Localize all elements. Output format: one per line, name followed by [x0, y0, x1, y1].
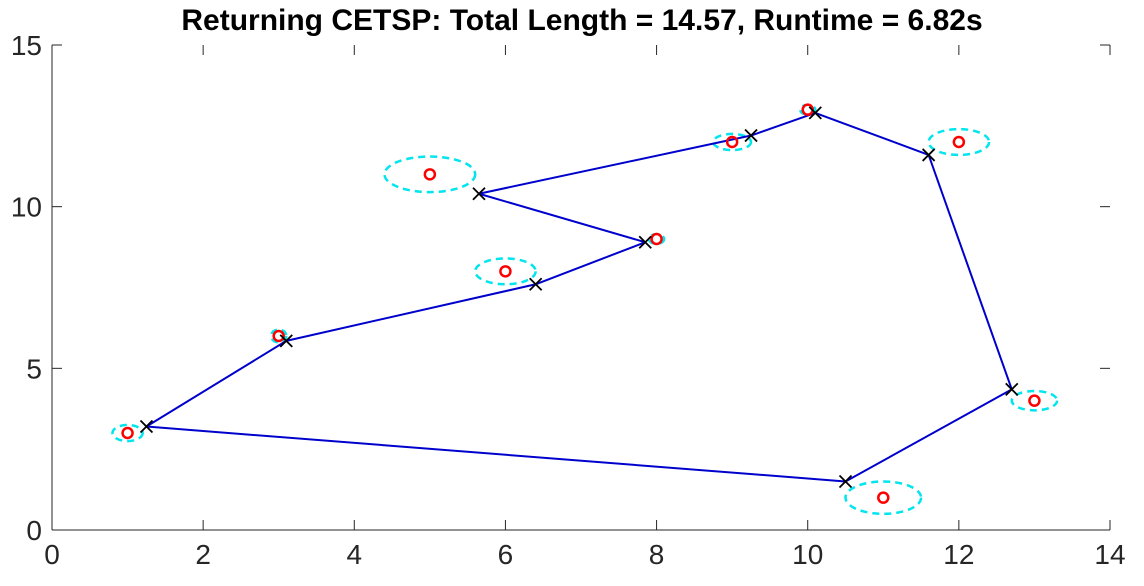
waypoint-marker [744, 128, 758, 143]
target-regions [111, 103, 1059, 516]
tour-segment [145, 339, 287, 428]
waypoint-stroke [279, 334, 293, 348]
waypoint-marker [638, 235, 652, 249]
target-region-ellipse [927, 127, 991, 157]
chart-title: Returning CETSP: Total Length = 14.57, R… [181, 4, 982, 37]
x-tick-label: 10 [792, 539, 823, 570]
tour-segment [927, 154, 1013, 390]
target-region-ellipse [844, 480, 923, 516]
tour-segment [146, 425, 846, 483]
waypoint-marker [1005, 382, 1019, 396]
target-point [952, 135, 966, 149]
target-point [272, 329, 285, 343]
axes: 0 2 4 6 8 10 12 14 0 5 10 15 [11, 30, 1126, 570]
tour-segment [478, 134, 752, 195]
x-tick-label: 4 [346, 539, 362, 570]
target-region-ellipse [111, 423, 144, 443]
target-region-ellipse [1010, 389, 1059, 412]
y-tick-label: 0 [26, 515, 42, 546]
waypoint-marker [921, 148, 936, 162]
waypoint-stroke [529, 277, 543, 291]
waypoint-marker [279, 334, 293, 348]
waypoint-stroke [472, 187, 486, 201]
target-points [121, 103, 1041, 504]
waypoint-stroke [921, 148, 936, 162]
waypoint-stroke [744, 128, 758, 143]
waypoint-stroke [808, 106, 822, 120]
target-point [877, 491, 890, 504]
target-region-ellipse [712, 132, 753, 152]
waypoint-marker [139, 419, 154, 434]
y-tick-label: 10 [11, 192, 42, 223]
tour-segment [535, 241, 646, 286]
x-tick-label: 2 [195, 539, 211, 570]
target-point [1028, 394, 1041, 407]
target-point [121, 426, 134, 440]
x-tick-label: 14 [1094, 539, 1125, 570]
waypoint-stroke [838, 474, 853, 489]
target-region-ellipse [269, 328, 288, 344]
waypoint-marker [838, 474, 853, 489]
x-tick-label: 6 [498, 539, 514, 570]
y-tick-label: 15 [11, 30, 42, 61]
waypoint-marker [472, 187, 486, 201]
waypoint-marker [529, 277, 543, 291]
waypoint-stroke [139, 419, 154, 434]
waypoint-markers [139, 106, 1019, 489]
y-tick-label: 5 [26, 353, 42, 384]
waypoint-marker [808, 106, 822, 120]
x-tick-label: 8 [649, 539, 665, 570]
waypoint-stroke [1005, 382, 1019, 396]
target-region-ellipse [383, 155, 477, 194]
target-point [499, 265, 512, 278]
tour-segment [286, 283, 536, 342]
x-tick-label: 12 [943, 539, 974, 570]
x-tick-label: 0 [44, 539, 60, 570]
target-point [423, 168, 437, 181]
tour-segment [750, 111, 816, 137]
target-point [650, 232, 663, 246]
tour-path [145, 111, 1013, 483]
tour-segment [478, 192, 646, 244]
tour-segment [845, 388, 1013, 483]
target-point [725, 135, 739, 149]
target-region-ellipse [473, 257, 537, 286]
waypoint-stroke [638, 235, 652, 249]
tour-segment [814, 111, 929, 156]
